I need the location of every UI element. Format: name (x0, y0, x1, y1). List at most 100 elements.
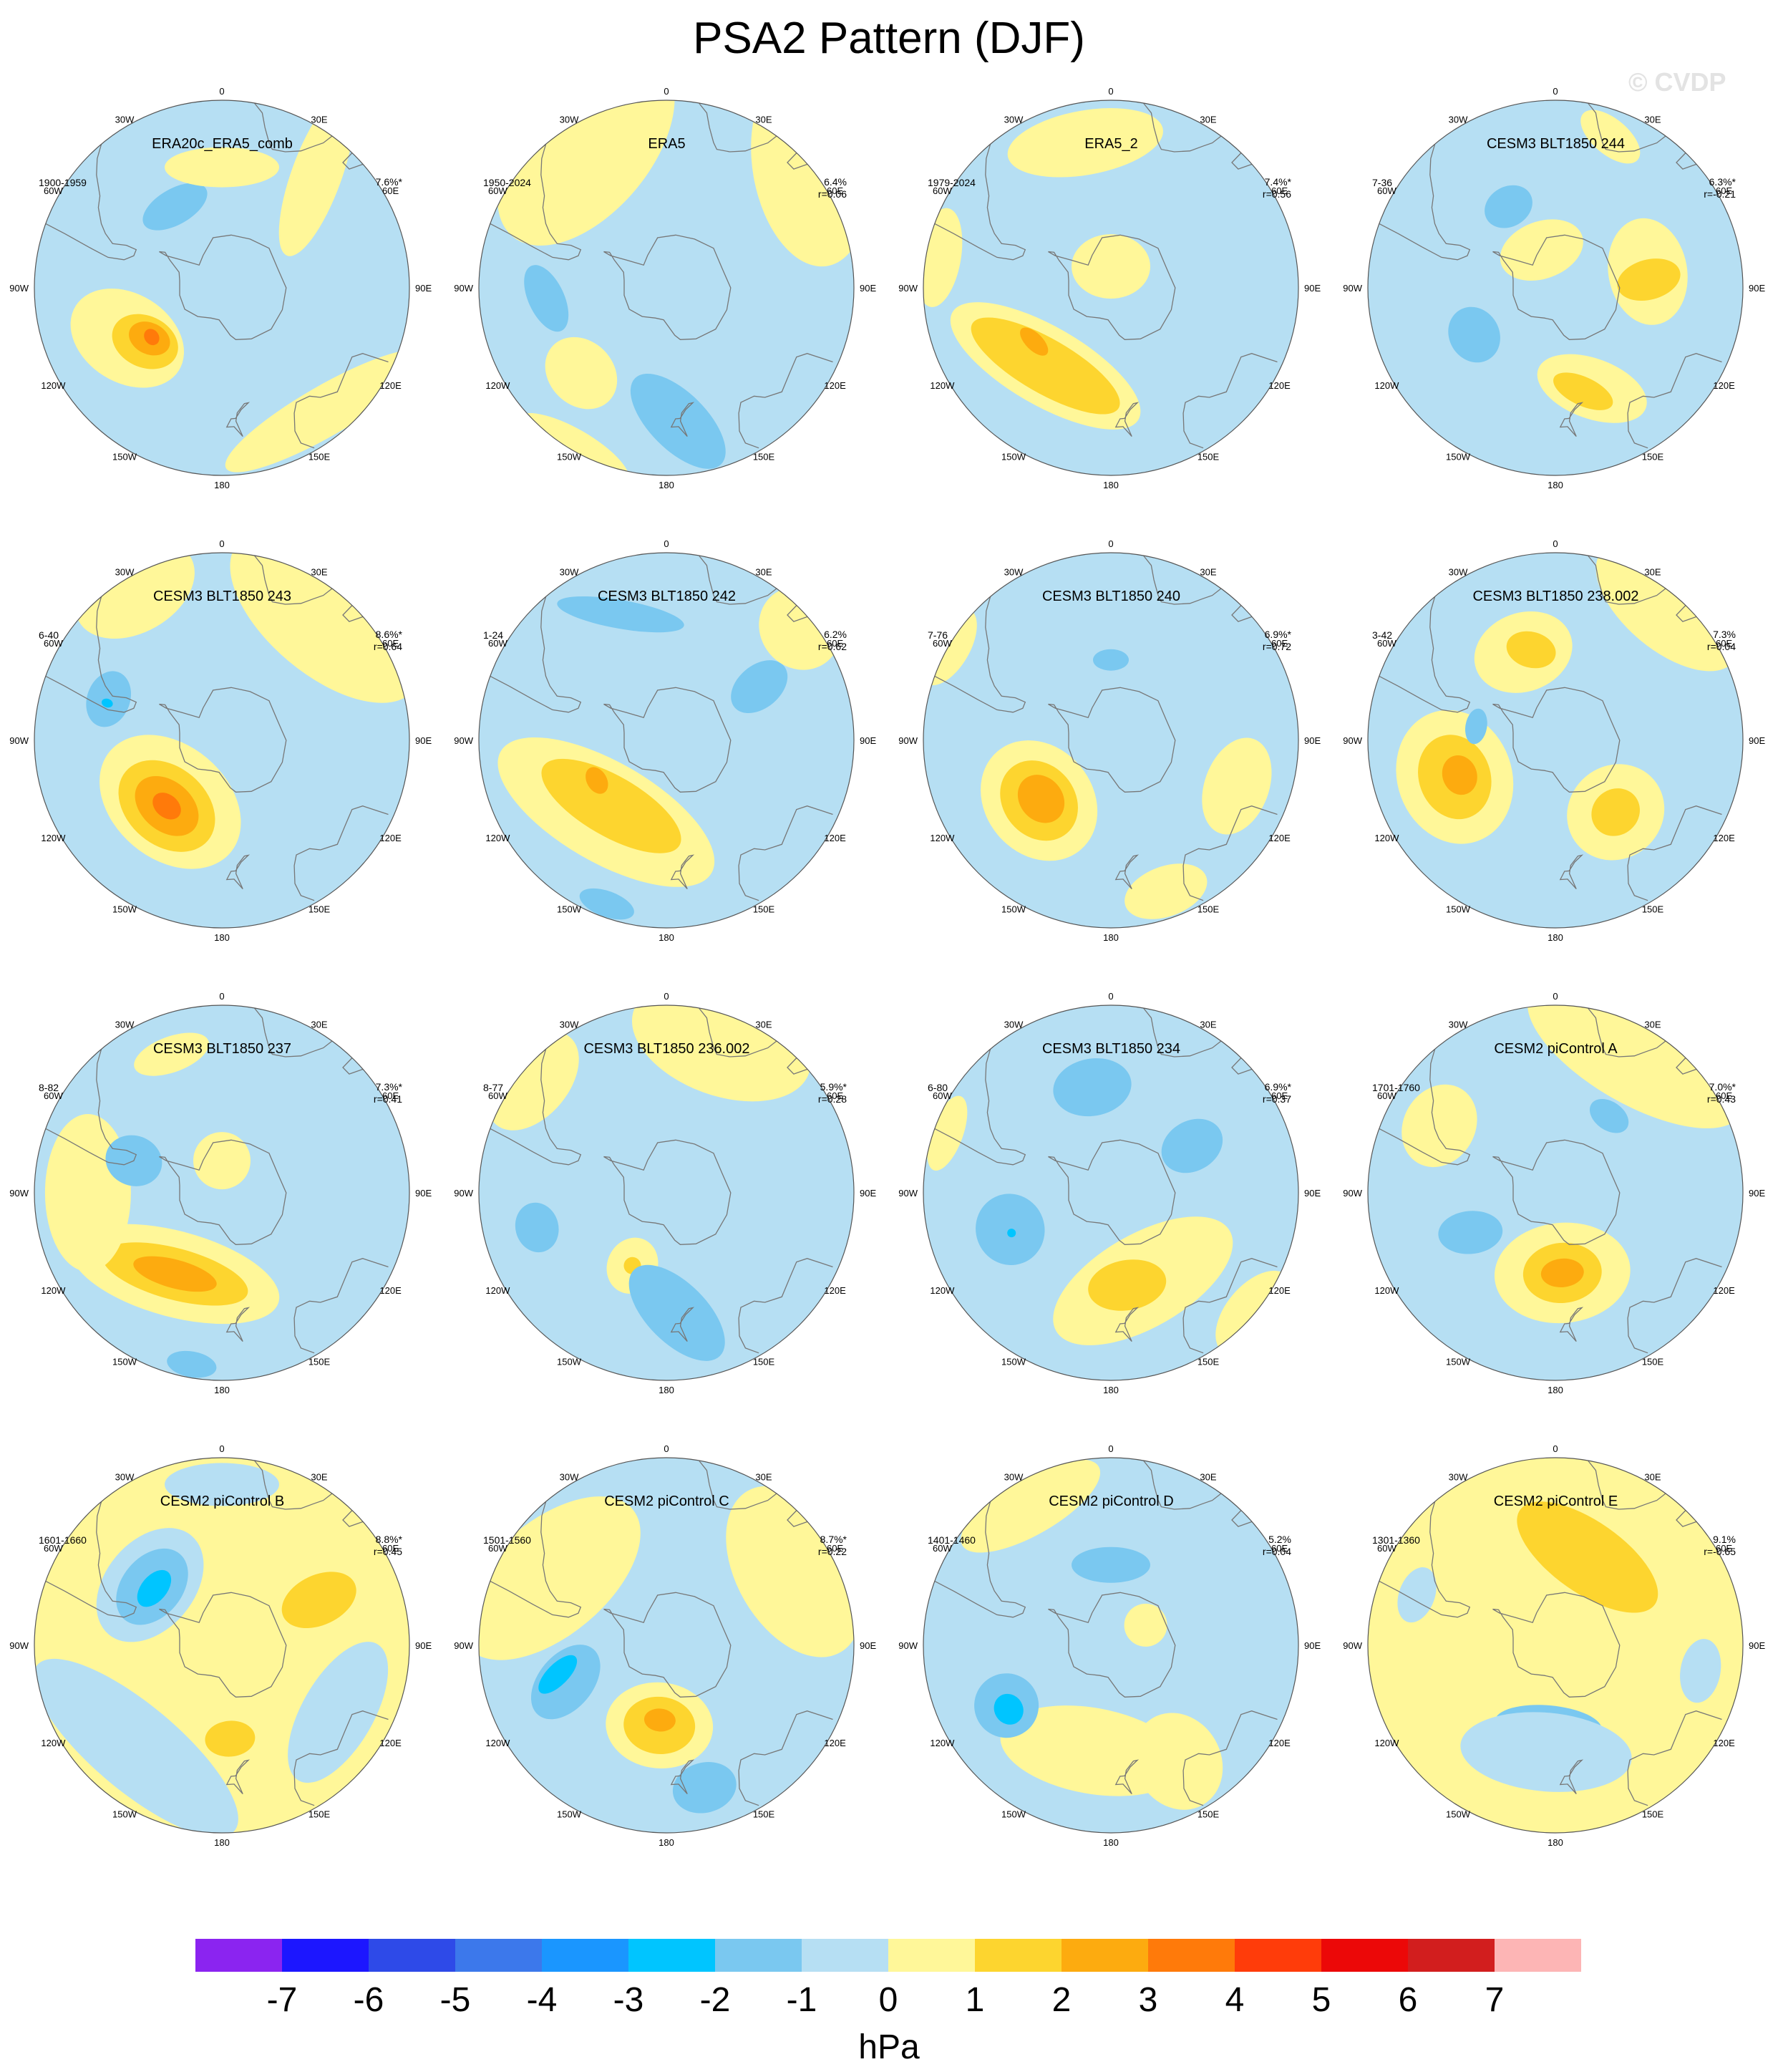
lon-label: 150W (112, 1357, 137, 1367)
lon-label: 90E (415, 1188, 432, 1199)
colorbar-swatch (282, 1939, 369, 1972)
lon-label: 90W (9, 1640, 29, 1651)
lon-label: 30W (115, 1471, 135, 1482)
anomaly-contour (101, 698, 113, 708)
pct-variance: 6.4% (824, 176, 847, 188)
coastline (1142, 102, 1222, 153)
coastline (934, 144, 1026, 261)
colorbar-tick-label: -6 (353, 1981, 384, 2019)
anomaly-contour (1517, 1501, 1658, 1613)
anomaly-contour (545, 337, 618, 410)
period-label: 1401-1460 (928, 1534, 976, 1546)
coastline (225, 854, 251, 890)
coastline (1114, 1759, 1140, 1795)
variance-stats: 5.9%* r=0.28 (818, 1081, 847, 1105)
anomaly-contour (1072, 1546, 1150, 1583)
lon-label: 180 (214, 932, 230, 943)
lon-label: 90W (454, 1188, 473, 1199)
coastline (1231, 1510, 1263, 1527)
coastline (1492, 687, 1621, 793)
lon-label: 120E (1268, 833, 1291, 843)
coastline (1627, 1710, 1722, 1806)
map-boundary (923, 552, 1299, 929)
lon-label: 90E (1749, 1640, 1765, 1651)
lon-label: 60E (1271, 1543, 1288, 1554)
lon-label: 30E (1200, 114, 1216, 125)
coastline (159, 1592, 287, 1698)
anomaly-contour (1124, 1603, 1167, 1647)
lon-label: 90W (9, 283, 29, 294)
coastline (1676, 1510, 1708, 1527)
lon-label: 30W (115, 566, 135, 577)
coastline (1627, 1258, 1722, 1354)
lon-label: 90E (415, 1640, 432, 1651)
lon-label: 150E (309, 904, 331, 915)
period-label: 1501-1560 (483, 1534, 531, 1546)
lon-label: 150W (1001, 452, 1026, 463)
coastline (1142, 1460, 1222, 1510)
lon-label: 0 (1553, 538, 1558, 549)
pct-variance: 8.8%* (375, 1534, 402, 1545)
colorbar-tick-label: 3 (1138, 1981, 1158, 2019)
anomaly-contour (167, 1350, 217, 1378)
coastline (670, 402, 695, 437)
pattern-correlation: r=0.56 (1262, 188, 1291, 200)
lon-label: 60E (382, 1090, 399, 1101)
lon-label: 0 (1108, 538, 1113, 549)
anomaly-contour (1580, 110, 1641, 164)
anomaly-contour (1485, 185, 1532, 228)
anomaly-contour (515, 1202, 559, 1253)
pattern-correlation: r=0.62 (817, 641, 847, 652)
period-label: 6-80 (928, 1082, 948, 1093)
anomaly-contour (1442, 755, 1477, 795)
lon-label: 60E (1271, 185, 1288, 196)
colorbar-tick-label: 4 (1225, 1981, 1245, 2019)
lon-label: 30E (311, 1471, 327, 1482)
anomaly-contour (1527, 1005, 1743, 1128)
pct-variance: 7.4%* (1264, 176, 1291, 188)
polar-map: 0 30E 60E 90E 120E 150E 180 150W 120W 90W 60W 30W (454, 86, 876, 490)
colorbar-tick-label: -1 (786, 1981, 817, 2019)
pct-variance: 8.7%* (820, 1534, 847, 1545)
lon-label: 180 (1548, 1837, 1563, 1848)
coastline (293, 1258, 389, 1354)
polar-map: 0 30E 60E 90E 120E 150E 180 150W 120W 90W 60W 30W (1343, 86, 1765, 490)
lon-label: 180 (1548, 1385, 1563, 1395)
lon-label: 30E (311, 114, 327, 125)
period-label: 1701-1760 (1372, 1082, 1420, 1093)
coastline (738, 1258, 833, 1354)
lon-label: 150E (753, 1809, 775, 1820)
lon-label: 150W (112, 452, 137, 463)
coastline (1676, 605, 1708, 622)
lon-label: 60E (382, 638, 399, 649)
coastline (342, 1057, 374, 1075)
lon-label: 30E (1200, 566, 1216, 577)
variance-stats: 6.9%* r=0.72 (1263, 629, 1291, 653)
lon-label: 90E (1749, 735, 1765, 746)
lon-label: 120E (1713, 1285, 1735, 1296)
lon-label: 120E (379, 1738, 402, 1748)
anomaly-contour (134, 1032, 209, 1076)
period-label: 8-82 (39, 1082, 59, 1093)
pct-variance: 9.1% (1713, 1534, 1736, 1545)
lon-label: 30E (1644, 114, 1661, 125)
lon-label: 90W (454, 283, 473, 294)
lon-label: 0 (219, 538, 224, 549)
lon-label: 150E (1642, 904, 1664, 915)
map-panel: 0 30E 60E 90E 120E 150E 180 150W 120W 90W 60W 30W ER… (889, 43, 1334, 495)
variance-stats: 6.4% r=0.06 (818, 176, 847, 200)
pattern-correlation: r=0.04 (1706, 641, 1736, 652)
lon-label: 120E (824, 380, 846, 391)
coastline (1492, 1139, 1621, 1245)
lon-label: 120E (1713, 833, 1735, 843)
lon-label: 120W (1374, 833, 1399, 843)
lon-label: 120E (1713, 1738, 1735, 1748)
lon-label: 150E (1642, 1357, 1664, 1367)
lon-label: 30E (311, 566, 327, 577)
panel-title: CESM3 BLT1850 240 (1041, 589, 1181, 604)
coastline (1114, 402, 1140, 437)
anomaly-contour (541, 758, 681, 853)
variance-stats: 6.3%* r=-0.21 (1704, 176, 1736, 200)
map-panel: 0 30E 60E 90E 120E 150E 180 150W 120W 90W 60W 30W CE… (0, 495, 444, 948)
anomaly-contour (994, 1693, 1024, 1725)
